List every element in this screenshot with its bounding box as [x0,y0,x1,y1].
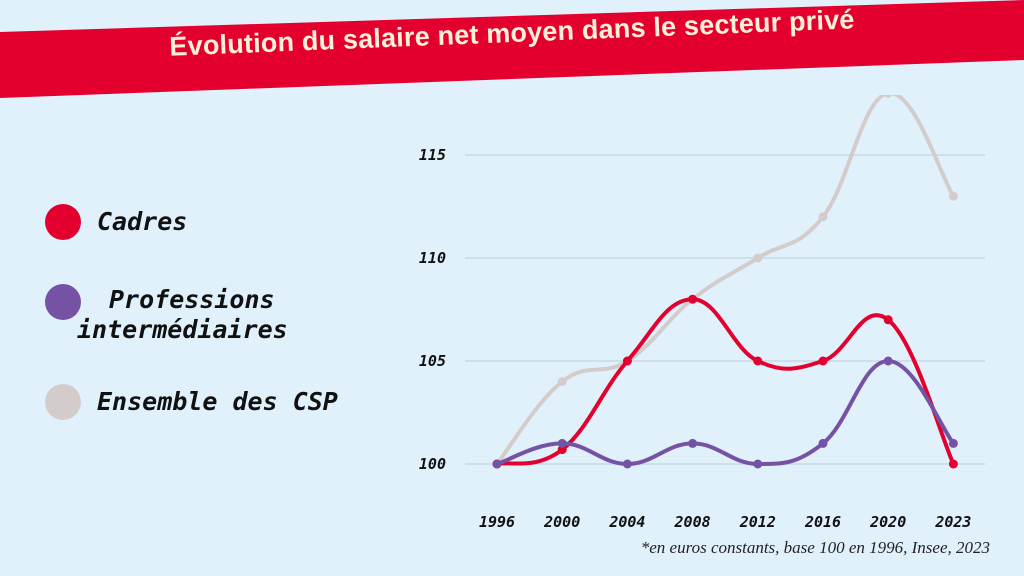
x-axis-ticks: 1996 2000 2004 2008 2012 2016 2020 2023 [479,513,972,531]
x-tick-label: 2016 [804,513,841,531]
x-tick-label: 2000 [543,513,580,531]
data-point-professions-intermediaires-2000 [557,438,567,448]
series-line-ensemble-des-csp [495,95,956,466]
series-professions-intermediaires [492,356,958,469]
y-axis-ticks: 100 105 110 115 [419,146,446,473]
legend-item-ensemble: Ensemble des CSP [45,384,338,420]
y-tick-label: 105 [419,352,446,370]
data-point-professions-intermediaires-2020 [883,356,893,366]
legend-item-cadres: Cadres [45,204,187,240]
legend-label-ensemble: Ensemble des CSP [97,387,338,416]
y-tick-label: 115 [419,146,446,164]
x-tick-label: 2004 [608,513,645,531]
data-point-professions-intermediaires-2012 [753,459,763,469]
data-point-ensemble-des-csp-2023 [948,191,958,201]
y-tick-label: 110 [419,249,446,267]
data-point-professions-intermediaires-2004 [622,459,632,469]
data-point-cadres-2012 [753,356,763,366]
y-tick-label: 100 [419,455,446,473]
series-ensemble-des-csp [492,95,958,469]
footnote: *en euros constants, base 100 en 1996, I… [640,538,990,557]
x-tick-label: 2023 [934,513,971,531]
data-point-cadres-2016 [818,356,828,366]
data-point-ensemble-des-csp-2012 [753,253,763,263]
legend-swatch-ensemble [45,384,81,420]
data-point-ensemble-des-csp-2016 [818,212,828,222]
banner-shape [0,0,1024,98]
x-tick-label: 1996 [479,513,515,531]
data-point-professions-intermediaires-1996 [492,459,502,469]
data-point-ensemble-des-csp-2020 [884,95,893,98]
data-point-cadres-2008 [688,294,698,304]
x-tick-label: 2012 [739,513,776,531]
legend-swatch-professions-intermediaires [45,284,81,320]
title-banner [0,0,1024,98]
legend-label-intermediaires: intermédiaires [77,315,288,344]
data-point-professions-intermediaires-2008 [688,438,698,448]
data-point-professions-intermediaires-2023 [948,438,958,448]
legend-label-professions: Professions [109,285,275,314]
data-point-professions-intermediaires-2016 [818,438,828,448]
data-point-cadres-2023 [948,459,958,469]
data-point-ensemble-des-csp-2000 [557,377,567,387]
x-tick-label: 2008 [674,513,711,531]
series-group [492,95,958,469]
legend-item-professions-intermediaires: Professions intermédiaires [45,284,381,344]
x-tick-label: 2020 [869,513,906,531]
gridlines [465,154,985,465]
data-point-cadres-2000 [557,445,567,455]
legend-label-cadres: Cadres [97,207,188,236]
data-point-cadres-2004 [622,356,632,366]
data-point-cadres-2020 [883,315,893,325]
legend-swatch-cadres [45,204,81,240]
